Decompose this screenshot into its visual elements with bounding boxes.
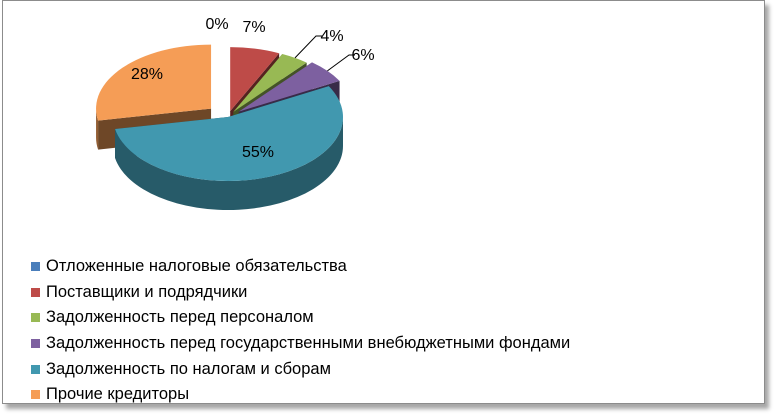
legend-label: Поставщики и подрядчики [46,282,248,301]
legend-label: Прочие кредиторы [46,385,190,404]
legend-label: Задолженность перед государственными вне… [46,334,571,353]
data-label: 0% [205,16,228,33]
pie-slice-top [233,54,307,112]
data-label: 28% [131,66,163,83]
legend-item: Задолженность перед государственными вне… [31,331,570,357]
pie-slice-top [115,86,344,181]
legend-item: Прочие кредиторы [31,382,570,408]
pie-chart: 0% 7% 4% 6% 55% 28% [96,16,375,210]
legend-item: Задолженность по налогам и сборам [31,356,570,382]
legend-label: Задолженность по налогам и сборам [46,359,331,378]
data-label: 7% [242,19,265,36]
pie-slice-top [238,62,340,112]
legend-swatch [31,364,40,374]
legend-swatch [31,313,40,323]
leader-line [327,54,355,72]
pie-slice-wall [115,117,344,210]
legend: Отложенные налоговые обязательства Поста… [31,254,570,408]
legend-swatch [31,287,40,297]
chart-frame: 0% 7% 4% 6% 55% 28% Отложенные налоговые обяз… [2,0,765,404]
data-label: 4% [320,28,343,45]
legend-item: Поставщики и подрядчики [31,280,570,306]
legend-label: Отложенные налоговые обязательства [46,257,347,276]
data-label: 6% [351,47,374,64]
legend-swatch [31,390,40,400]
pie-slice-top [96,44,212,121]
pie-slice-wall [96,108,99,150]
data-label: 55% [242,144,274,161]
pie-slice-top [230,47,280,112]
leader-line [294,35,322,59]
legend-swatch [31,262,40,272]
legend-item: Задолженность перед персоналом [31,305,570,331]
pie-slice [115,86,344,210]
legend-label: Задолженность перед персоналом [46,308,314,327]
legend-swatch [31,339,40,349]
legend-item: Отложенные налоговые обязательства [31,254,570,280]
